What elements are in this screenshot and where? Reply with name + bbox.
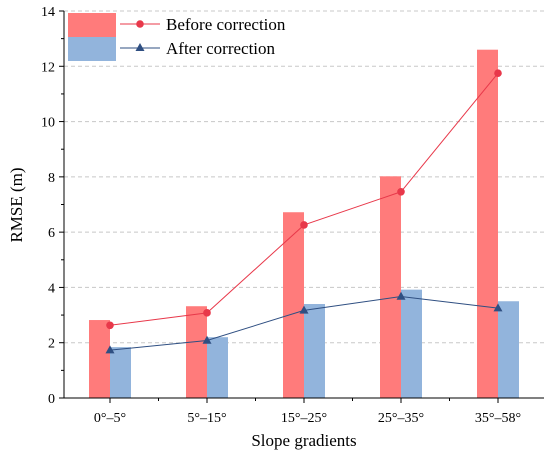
point-before-correction (397, 187, 405, 196)
x-tick-label: 35°–58° (475, 411, 521, 426)
point-before-correction (300, 221, 308, 229)
x-tick-label: 5°–15° (187, 411, 226, 426)
y-tick-label: 2 (48, 337, 55, 352)
legend-swatch-before-correction (68, 13, 116, 37)
y-tick-label: 8 (48, 171, 55, 186)
legend-marker-after-correction (135, 43, 145, 51)
bar-after-correction (304, 304, 325, 398)
bar-before-correction (186, 306, 207, 398)
y-axis-title: RMSE (m) (7, 167, 26, 242)
series-lines (105, 69, 503, 354)
y-tick-label: 14 (41, 5, 55, 20)
y-tick-label: 10 (41, 116, 55, 131)
bar-before-correction (283, 212, 304, 398)
ticks: 0 2 4 6 8 10 12 14 0°–5° 5°–15° 15°–25° 25°–35° 35°–… (41, 5, 521, 426)
legend-label-before-correction: Before correction (166, 15, 286, 34)
bar-before-correction (477, 49, 498, 398)
point-after-correction (493, 303, 503, 312)
x-axis-title: Slope gradients (251, 431, 356, 450)
bar-after-correction (401, 289, 422, 398)
bar-after-correction (498, 301, 519, 398)
point-after-correction (202, 335, 212, 344)
bar-before-correction (380, 176, 401, 398)
point-before-correction (494, 69, 502, 77)
point-after-correction (396, 291, 406, 300)
bars (89, 49, 519, 398)
bar-before-correction (89, 320, 110, 398)
y-tick-label: 6 (48, 226, 55, 241)
legend: Before correction After correction (68, 13, 286, 61)
legend-swatch-after-correction (68, 37, 116, 61)
point-after-correction (105, 345, 115, 354)
point-after-correction (299, 305, 309, 314)
bar-after-correction (110, 347, 131, 398)
y-tick-label: 0 (48, 392, 55, 407)
x-tick-label: 0°–5° (94, 411, 126, 426)
x-tick-label: 25°–35° (378, 411, 424, 426)
point-before-correction (106, 321, 114, 330)
legend-label-after-correction: After correction (166, 39, 276, 58)
legend-marker-before-correction (136, 20, 144, 28)
y-tick-label: 12 (41, 60, 55, 75)
point-before-correction (203, 309, 211, 317)
x-tick-label: 15°–25° (281, 411, 327, 426)
y-tick-label: 4 (48, 281, 55, 296)
bar-after-correction (207, 337, 228, 398)
